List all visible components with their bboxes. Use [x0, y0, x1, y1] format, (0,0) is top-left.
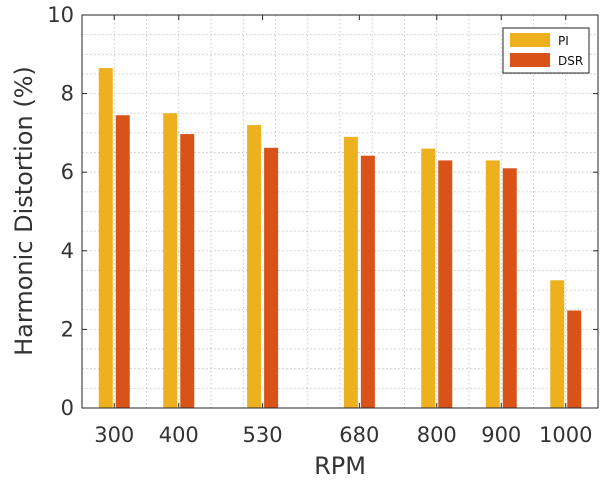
bar-pi-530 — [247, 125, 262, 408]
bar-dsr-900 — [502, 168, 517, 408]
y-tick-label: 10 — [47, 3, 74, 27]
y-axis-ticks: 0 2 4 6 8 10 — [47, 3, 598, 420]
bar-pi-400 — [163, 113, 178, 408]
plot-area-frame — [81, 14, 599, 409]
x-tick-label: 400 — [159, 423, 199, 447]
legend-label-pi: PI — [558, 34, 569, 48]
bar-pi-800 — [421, 148, 436, 408]
y-tick-label: 4 — [61, 239, 74, 263]
bar-dsr-530 — [264, 147, 279, 409]
y-tick-label: 6 — [61, 160, 74, 184]
bar-pi-1000 — [550, 280, 565, 408]
legend: PI DSR — [502, 27, 590, 74]
bar-dsr-1000 — [567, 310, 582, 408]
bar-dsr-680 — [360, 155, 375, 408]
bar-dsr-300 — [115, 115, 130, 408]
bar-dsr-800 — [438, 160, 453, 408]
x-tick-label: 530 — [243, 423, 283, 447]
y-axis-title: Harmonic Distortion (%) — [10, 66, 38, 356]
bar-pi-900 — [485, 160, 500, 408]
bar-pi-680 — [343, 136, 358, 408]
bar-dsr-400 — [180, 134, 195, 409]
x-tick-label: 1000 — [539, 423, 592, 447]
legend-swatch-pi — [510, 33, 550, 47]
legend-label-dsr: DSR — [558, 54, 583, 68]
x-axis-ticks: 300 400 530 680 800 900 1000 — [94, 15, 592, 447]
bars — [98, 68, 582, 409]
x-tick-label: 680 — [339, 423, 379, 447]
x-tick-label: 900 — [481, 423, 521, 447]
x-tick-label: 300 — [94, 423, 134, 447]
legend-swatch-dsr — [510, 53, 550, 67]
y-tick-label: 2 — [61, 317, 74, 341]
x-axis-title: RPM — [314, 452, 366, 480]
bar-pi-300 — [98, 68, 113, 409]
y-tick-label: 0 — [61, 396, 74, 420]
x-tick-label: 800 — [417, 423, 457, 447]
y-tick-label: 8 — [61, 82, 74, 106]
grid-lines — [82, 15, 598, 408]
